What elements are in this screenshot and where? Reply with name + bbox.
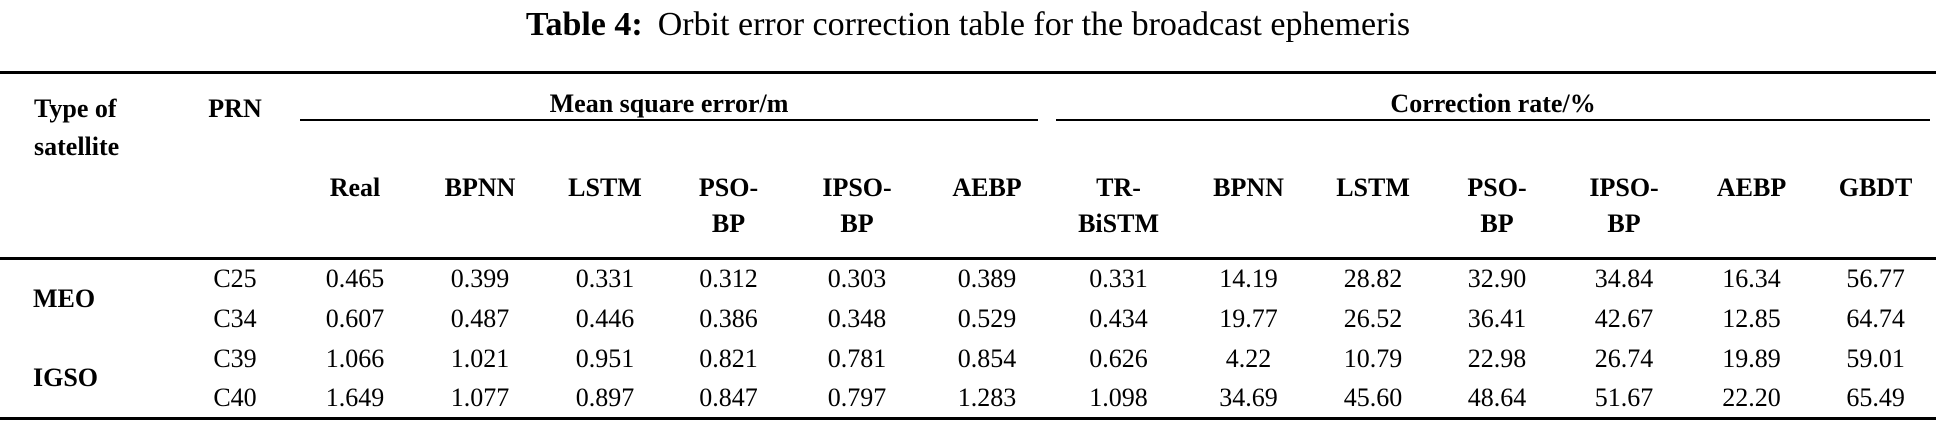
table-header: Type of satellite PRN Mean square error/…: [0, 72, 1936, 260]
header-satellite-type: Type of satellite: [0, 72, 175, 260]
value-cell: 45.60: [1343, 382, 1403, 412]
value-cell: 1.066: [325, 343, 385, 373]
header-mse-ipso-bp: IPSO- BP: [792, 162, 922, 260]
header-mse-bpnn: BPNN: [415, 162, 545, 260]
group-header-correction-rate: Correction rate/%: [1052, 73, 1936, 163]
prn-cell: C40: [213, 382, 257, 412]
table-caption-number: Table 4:: [525, 6, 643, 43]
value-cell: 1.649: [325, 382, 385, 412]
value-cell: 0.607: [325, 303, 385, 333]
value-cell: 1.077: [450, 382, 510, 412]
group-header-mean-square-error-label: Mean square error/m: [300, 74, 1039, 121]
value-cell: 0.847: [699, 382, 758, 412]
value-cell: 0.389: [957, 264, 1017, 294]
header-cr-ipso-bp: IPSO- BP: [1560, 162, 1689, 260]
header-mse-lstm: LSTM: [545, 162, 665, 260]
value-cell: 0.312: [699, 264, 758, 294]
value-cell: 34.84: [1594, 264, 1654, 294]
value-cell: 34.69: [1219, 382, 1278, 412]
table-row-c34: C34 0.607 0.487 0.446 0.386 0.348 0.529 …: [0, 299, 1936, 339]
sub-header-row: Real BPNN LSTM PSO- BP IPSO- BP AEBP TR-…: [0, 162, 1936, 260]
group-header-row: Type of satellite PRN Mean square error/…: [0, 72, 1936, 260]
value-cell: 56.77: [1846, 264, 1905, 294]
value-cell: 42.67: [1594, 303, 1654, 333]
orbit-error-correction-table: Type of satellite PRN Mean square error/…: [0, 71, 1936, 420]
header-mse-real: Real: [295, 162, 415, 260]
header-cr-gbdt: GBDT: [1815, 162, 1936, 260]
value-cell: 0.434: [1089, 303, 1148, 333]
value-cell: 65.49: [1846, 382, 1905, 412]
value-cell: 0.951: [575, 343, 635, 373]
value-cell: 12.85: [1722, 303, 1781, 333]
satellite-type-igso: IGSO: [33, 362, 99, 392]
table-body: MEO C25 0.465 0.399 0.331 0.312 0.303 0.…: [0, 259, 1936, 419]
value-cell: 0.446: [575, 303, 635, 333]
table-row-c40: C40 1.649 1.077 0.897 0.847 0.797 1.283 …: [0, 379, 1936, 419]
value-cell: 26.74: [1594, 343, 1654, 373]
value-cell: 0.331: [1089, 264, 1148, 294]
value-cell: 0.348: [827, 303, 887, 333]
value-cell: 32.90: [1467, 264, 1527, 294]
value-cell: 64.74: [1846, 303, 1905, 333]
value-cell: 0.821: [699, 343, 758, 373]
value-cell: 1.021: [450, 343, 510, 373]
value-cell: 1.098: [1089, 382, 1148, 412]
header-cr-bpnn: BPNN: [1185, 162, 1313, 260]
group-header-correction-rate-label: Correction rate/%: [1056, 74, 1931, 121]
value-cell: 36.41: [1467, 303, 1527, 333]
prn-cell: C34: [213, 303, 257, 333]
prn-cell: C25: [213, 264, 257, 294]
prn-cell: C39: [213, 343, 257, 373]
value-cell: 59.01: [1846, 343, 1905, 373]
value-cell: 22.98: [1467, 343, 1527, 373]
value-cell: 0.797: [827, 382, 887, 412]
value-cell: 0.854: [957, 343, 1017, 373]
value-cell: 0.331: [575, 264, 635, 294]
value-cell: 28.82: [1343, 264, 1403, 294]
header-cr-tr-bistm: TR- BiSTM: [1052, 162, 1186, 260]
value-cell: 48.64: [1467, 382, 1527, 412]
header-prn: PRN: [175, 72, 295, 260]
value-cell: 16.34: [1722, 264, 1781, 294]
value-cell: 0.897: [575, 382, 635, 412]
value-cell: 0.529: [957, 303, 1017, 333]
table-row-c39: IGSO C39 1.066 1.021 0.951 0.821 0.781 0…: [0, 339, 1936, 392]
value-cell: 4.22: [1225, 343, 1272, 373]
value-cell: 22.20: [1722, 382, 1781, 412]
value-cell: 19.89: [1722, 343, 1781, 373]
value-cell: 19.77: [1219, 303, 1278, 333]
value-cell: 0.399: [450, 264, 510, 294]
header-cr-lstm: LSTM: [1312, 162, 1435, 260]
table-caption: Table 4: Orbit error correction table for…: [0, 0, 1936, 46]
value-cell: 0.465: [325, 264, 385, 294]
header-cr-pso-bp: PSO- BP: [1434, 162, 1561, 260]
satellite-type-meo: MEO: [33, 284, 96, 314]
table-caption-text: Orbit error correction table for the bro…: [657, 6, 1411, 43]
value-cell: 0.781: [827, 343, 887, 373]
value-cell: 51.67: [1594, 382, 1654, 412]
value-cell: 0.303: [827, 264, 887, 294]
value-cell: 14.19: [1219, 264, 1278, 294]
value-cell: 0.386: [699, 303, 758, 333]
value-cell: 1.283: [957, 382, 1017, 412]
header-mse-aebp: AEBP: [922, 162, 1053, 260]
header-cr-aebp: AEBP: [1688, 162, 1816, 260]
value-cell: 0.626: [1089, 343, 1148, 373]
value-cell: 26.52: [1343, 303, 1403, 333]
table-row-c25: MEO C25 0.465 0.399 0.331 0.312 0.303 0.…: [0, 259, 1936, 313]
group-header-mean-square-error: Mean square error/m: [295, 73, 1052, 163]
value-cell: 10.79: [1343, 343, 1403, 373]
header-mse-pso-bp: PSO- BP: [665, 162, 792, 260]
value-cell: 0.487: [450, 303, 510, 333]
